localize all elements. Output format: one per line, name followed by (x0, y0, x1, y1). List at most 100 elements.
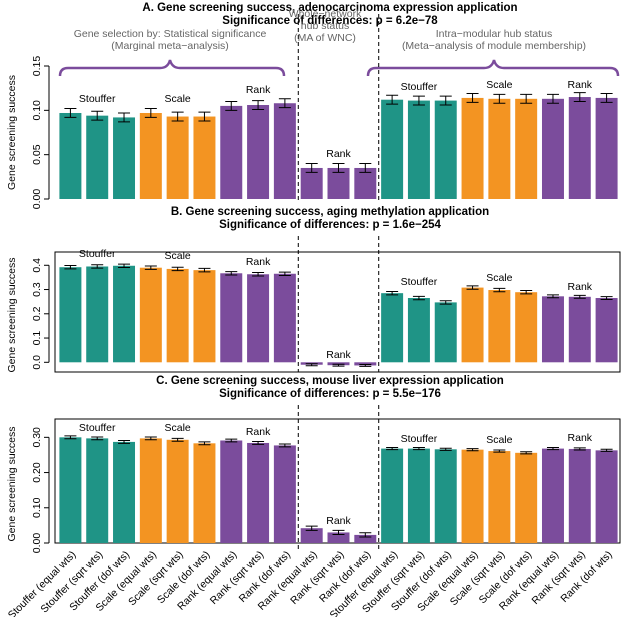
bar (166, 116, 189, 199)
bar (354, 534, 377, 543)
error-bar (225, 271, 238, 276)
error-bar (144, 265, 157, 270)
bar (86, 266, 109, 363)
error-bar (64, 108, 77, 118)
chart-title: B. Gene screening success, aging methyla… (171, 206, 489, 218)
y-axis-label: Gene screening success (6, 427, 18, 542)
error-bar (466, 285, 479, 290)
error-bar (144, 436, 157, 441)
error-bar (252, 100, 265, 110)
y-tick-label: 0.10 (31, 497, 43, 518)
error-bar (171, 266, 184, 272)
error-bar (600, 92, 613, 103)
bar (113, 265, 136, 363)
group-label: Stouffer (401, 81, 438, 93)
bar (193, 443, 216, 543)
error-bar (332, 363, 345, 367)
error-bar (439, 300, 452, 305)
bar (568, 448, 591, 543)
group-label: Scale (486, 434, 512, 446)
error-bar (171, 437, 184, 442)
bar (220, 105, 243, 199)
chart-title: C. Gene screening success, mouse liver e… (156, 375, 504, 387)
group-label: Rank (568, 79, 593, 91)
error-bar (252, 441, 265, 445)
error-bar (466, 448, 479, 452)
error-bar (144, 108, 157, 118)
bar (354, 167, 377, 199)
bar (300, 528, 323, 543)
error-bar (439, 447, 452, 451)
bar (515, 452, 538, 543)
error-bar (493, 449, 506, 453)
header: (MA of WNC) (294, 32, 356, 44)
bar (488, 98, 511, 199)
error-bar (386, 447, 399, 451)
error-bar (171, 111, 184, 122)
error-bar (386, 94, 399, 105)
error-bar (278, 443, 291, 448)
bar (354, 362, 377, 366)
error-bar (493, 287, 506, 293)
error-bar (64, 435, 77, 440)
bar (220, 273, 243, 363)
error-bar (573, 92, 586, 102)
group-label: Scale (165, 250, 191, 262)
header: hub status (301, 20, 349, 32)
error-bar (600, 296, 613, 300)
error-bar (546, 294, 559, 299)
bar (407, 298, 430, 363)
bar (568, 97, 591, 199)
chart-subtitle: Significance of differences: p = 6.2e−78 (222, 15, 438, 27)
bar (59, 437, 82, 543)
bar (86, 115, 109, 199)
header: Gene selection by: Statistical significa… (74, 28, 267, 40)
plot-frame (54, 251, 621, 373)
y-tick-label: 0.10 (31, 100, 43, 121)
header: Intra−modular hub status (436, 28, 552, 40)
error-bar (332, 163, 345, 173)
error-bar (546, 93, 559, 104)
chart-title: A. Gene screening success, adenocarcinom… (142, 2, 517, 14)
group-label: Scale (165, 422, 191, 434)
group-label: Scale (165, 93, 191, 105)
bar (166, 268, 189, 363)
bar (59, 267, 82, 363)
bar (488, 290, 511, 363)
error-bar (225, 438, 238, 443)
y-tick-label: 0.00 (31, 533, 43, 554)
brace (366, 59, 620, 77)
bar (139, 112, 162, 199)
bar (247, 442, 270, 543)
bar (407, 100, 430, 199)
group-label: Rank (568, 281, 593, 293)
bar (488, 451, 511, 543)
group-label: Scale (486, 272, 512, 284)
bar (166, 439, 189, 543)
y-axis-label: Gene screening success (6, 258, 18, 373)
bar (541, 98, 564, 199)
bar (595, 298, 618, 363)
group-label: Rank (246, 84, 271, 96)
bar (434, 100, 457, 199)
error-bar (573, 447, 586, 451)
error-bar (359, 363, 372, 367)
bar (381, 99, 404, 199)
error-bar (546, 447, 559, 451)
group-label: Rank (326, 148, 351, 160)
error-bar (198, 441, 211, 446)
bar (273, 445, 296, 543)
bar (139, 438, 162, 543)
error-bar (466, 92, 479, 103)
error-bar (198, 267, 211, 273)
error-bar (91, 264, 104, 269)
bar (220, 440, 243, 543)
bar (541, 296, 564, 363)
bar (515, 292, 538, 363)
error-bar (332, 529, 345, 536)
chart-subtitle: Significance of differences: p = 5.5e−17… (219, 388, 441, 400)
group-label: Rank (326, 349, 351, 361)
error-bar (64, 265, 77, 270)
bar (247, 105, 270, 199)
